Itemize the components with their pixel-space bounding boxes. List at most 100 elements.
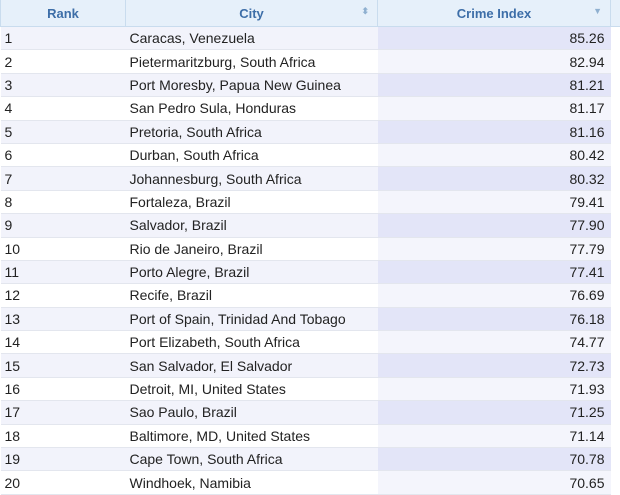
cell-city: Port Moresby, Papua New Guinea [126,73,378,96]
cell-crime-index: 71.14 [378,424,611,447]
cell-rank: 3 [1,73,126,96]
cell-rank: 11 [1,260,126,283]
cell-city: San Salvador, El Salvador [126,354,378,377]
cell-rank: 15 [1,354,126,377]
cell-crime-index: 70.65 [378,471,611,494]
cell-city: Cape Town, South Africa [126,448,378,471]
cell-spacer [611,377,620,400]
cell-city: Porto Alegre, Brazil [126,260,378,283]
cell-city: Baltimore, MD, United States [126,424,378,447]
cell-city: Johannesburg, South Africa [126,167,378,190]
cell-spacer [611,237,620,260]
table-header-row: Rank City⬍ Crime Index ▼ [1,0,620,27]
cell-rank: 8 [1,190,126,213]
cell-city: Salvador, Brazil [126,214,378,237]
cell-city: Sao Paulo, Brazil [126,401,378,424]
cell-crime-index: 77.41 [378,260,611,283]
cell-rank: 20 [1,471,126,494]
rank-header-label: Rank [47,6,79,21]
cell-rank: 2 [1,50,126,73]
cell-crime-index: 71.93 [378,377,611,400]
cell-city: Fortaleza, Brazil [126,190,378,213]
cell-crime-index: 80.32 [378,167,611,190]
cell-rank: 9 [1,214,126,237]
cell-crime-index: 80.42 [378,143,611,166]
cell-rank: 16 [1,377,126,400]
cell-crime-index: 72.73 [378,354,611,377]
crime-index-header-label: Crime Index [457,6,531,21]
cell-rank: 4 [1,97,126,120]
cell-crime-index: 76.18 [378,307,611,330]
cell-spacer [611,331,620,354]
cell-spacer [611,284,620,307]
cell-spacer [611,354,620,377]
cell-crime-index: 79.41 [378,190,611,213]
cell-spacer [611,214,620,237]
cell-rank: 10 [1,237,126,260]
cell-crime-index: 81.16 [378,120,611,143]
cell-spacer [611,73,620,96]
cell-city: Port Elizabeth, South Africa [126,331,378,354]
cell-crime-index: 81.21 [378,73,611,96]
cell-spacer [611,448,620,471]
cell-spacer [611,97,620,120]
cell-crime-index: 85.26 [378,27,611,50]
cell-spacer [611,190,620,213]
cell-rank: 12 [1,284,126,307]
cell-city: Rio de Janeiro, Brazil [126,237,378,260]
column-header-rank[interactable]: Rank [1,0,126,27]
cell-rank: 17 [1,401,126,424]
sort-both-icon[interactable]: ⬍ [361,6,369,17]
cell-crime-index: 77.79 [378,237,611,260]
cell-spacer [611,471,620,494]
column-header-crime-index[interactable]: Crime Index ▼ [378,0,611,27]
cell-city: Port of Spain, Trinidad And Tobago [126,307,378,330]
cell-crime-index: 71.25 [378,401,611,424]
cell-city: Durban, South Africa [126,143,378,166]
cell-city: San Pedro Sula, Honduras [126,97,378,120]
cell-city: Caracas, Venezuela [126,27,378,50]
cell-rank: 1 [1,27,126,50]
cell-city: Windhoek, Namibia [126,471,378,494]
column-header-city[interactable]: City⬍ [126,0,378,27]
cell-crime-index: 81.17 [378,97,611,120]
cell-spacer [611,401,620,424]
cell-rank: 19 [1,448,126,471]
cell-city: Recife, Brazil [126,284,378,307]
cell-spacer [611,50,620,73]
cell-city: Pretoria, South Africa [126,120,378,143]
cell-rank: 5 [1,120,126,143]
cell-crime-index: 82.94 [378,50,611,73]
cell-city: Pietermaritzburg, South Africa [126,50,378,73]
column-header-extra [611,0,620,27]
cell-city: Detroit, MI, United States [126,377,378,400]
cell-spacer [611,260,620,283]
cell-rank: 18 [1,424,126,447]
sort-desc-icon[interactable]: ▼ [593,6,602,16]
cell-crime-index: 77.90 [378,214,611,237]
cell-spacer [611,307,620,330]
cell-spacer [611,424,620,447]
cell-rank: 13 [1,307,126,330]
cell-spacer [611,120,620,143]
